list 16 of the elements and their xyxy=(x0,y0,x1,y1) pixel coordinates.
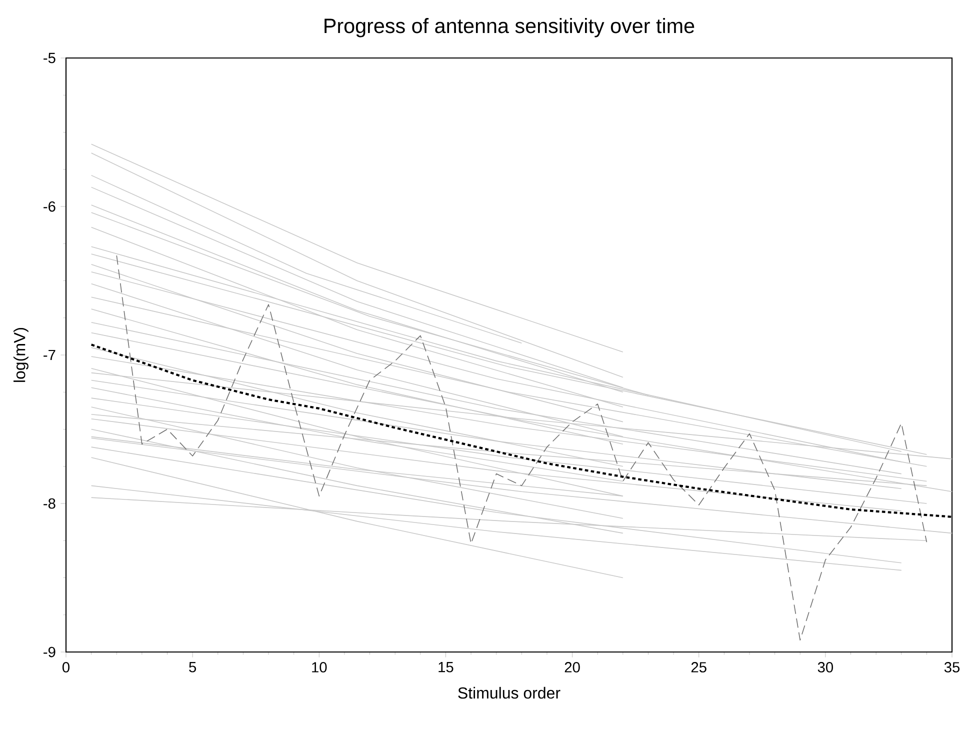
y-tick-label: -6 xyxy=(44,201,56,212)
chart-title: Progress of antenna sensitivity over time xyxy=(324,18,694,38)
x-axis-title: Stimulus order xyxy=(458,686,560,699)
y-tick-label: -9 xyxy=(44,646,56,658)
x-tick-label: 0 xyxy=(62,662,70,672)
x-tick-label: 35 xyxy=(944,662,960,672)
x-tick-label: 5 xyxy=(189,662,196,672)
x-tick-label: 20 xyxy=(564,662,580,672)
x-tick-label: 25 xyxy=(691,662,706,672)
y-tick-label: -5 xyxy=(44,52,56,64)
y-axis-title: log(mV) xyxy=(14,328,28,382)
x-tick-label: 15 xyxy=(438,662,454,672)
x-tick-label: 30 xyxy=(818,662,834,672)
x-tick-label: 10 xyxy=(312,662,327,672)
y-tick-label: -8 xyxy=(44,498,56,509)
y-tick-label: -7 xyxy=(44,350,56,360)
